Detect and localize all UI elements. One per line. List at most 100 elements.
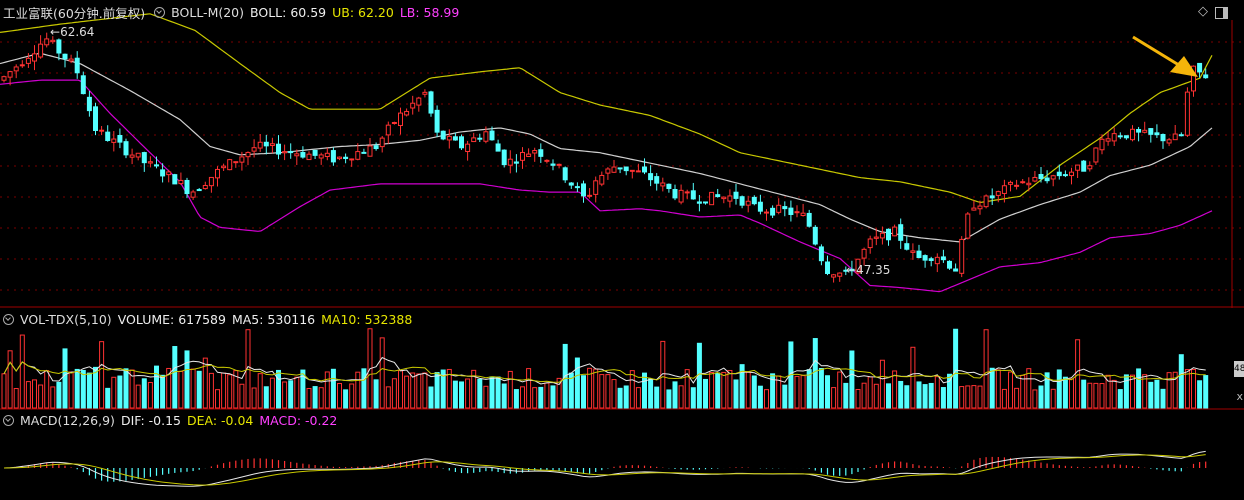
boll-ub-line — [0, 13, 1213, 204]
macd-dea-line — [3, 454, 1206, 486]
candle-body — [288, 151, 294, 154]
volume-bar — [330, 368, 336, 409]
candle-body — [983, 195, 989, 208]
volume-bar — [324, 371, 330, 409]
volume-bar — [800, 375, 806, 409]
candle-body — [318, 154, 324, 159]
candle-body — [831, 274, 837, 278]
volume-bar — [56, 381, 62, 409]
volume-bar — [32, 379, 37, 409]
volume-bar — [263, 386, 269, 409]
candle-body — [1105, 138, 1111, 142]
volume-title[interactable]: VOL-TDX(5,10) — [20, 311, 112, 327]
volume-bar — [1191, 368, 1196, 409]
price-chart[interactable] — [0, 0, 1244, 308]
macd-title[interactable]: MACD(12,26,9) — [20, 412, 115, 428]
candle-body — [44, 38, 50, 46]
volume-bar — [483, 385, 489, 409]
volume-bar — [715, 372, 721, 409]
boll-lb-line — [0, 79, 1213, 293]
volume-bar — [1093, 382, 1099, 409]
candle-body — [459, 136, 464, 149]
volume-bar — [1117, 389, 1123, 409]
candle-body — [1081, 160, 1087, 172]
macd-menu-icon[interactable] — [3, 414, 14, 426]
candle-body — [1136, 128, 1142, 133]
volume-bar — [154, 365, 159, 409]
candle-body — [806, 212, 812, 227]
volume-bar — [385, 386, 391, 409]
volume-bar — [245, 329, 251, 409]
volume-bar — [879, 359, 885, 409]
candle-body — [19, 64, 25, 67]
candle-body — [80, 75, 86, 95]
macd-panel[interactable]: MACD(12,26,9) DIF: -0.15 DEA: -0.04 MACD… — [0, 410, 1244, 500]
volume-bar — [1203, 375, 1209, 409]
candle-body — [135, 152, 141, 158]
boll-title[interactable]: BOLL-M(20) — [171, 4, 245, 20]
candle-body — [251, 147, 257, 152]
candle-body — [776, 204, 782, 213]
candle-body — [495, 143, 501, 152]
volume-close-icon[interactable]: x — [1236, 390, 1243, 403]
candle-body — [965, 213, 971, 239]
candle-body — [995, 191, 1001, 196]
candle-body — [452, 136, 458, 141]
volume-menu-icon[interactable] — [3, 313, 14, 325]
window-icon[interactable] — [1215, 7, 1228, 19]
indicator-menu-icon[interactable] — [154, 6, 166, 18]
volume-bar — [1105, 374, 1111, 409]
candle-body — [623, 166, 629, 172]
candle-body — [233, 161, 239, 164]
candle-body — [129, 154, 135, 158]
volume-bar — [1087, 382, 1093, 409]
candle-body — [1184, 91, 1190, 136]
volume-bar — [7, 350, 13, 409]
candle-body — [721, 196, 727, 200]
candle-body — [593, 180, 599, 195]
volume-chart[interactable] — [0, 308, 1244, 410]
candle-body — [68, 58, 74, 62]
volume-bar — [959, 386, 965, 409]
candle-body — [117, 134, 123, 143]
volume-bar — [721, 371, 727, 409]
candle-body — [111, 138, 117, 143]
candle-body — [550, 163, 556, 166]
candle-body — [184, 179, 190, 195]
volume-bar — [495, 376, 501, 409]
volume-panel[interactable]: VOL-TDX(5,10) VOLUME: 617589 MA5: 530116… — [0, 308, 1244, 410]
diamond-icon[interactable]: ◇ — [1198, 4, 1208, 19]
macd-dif: DIF: -0.15 — [120, 412, 181, 428]
candle-body — [556, 163, 562, 166]
volume-bar — [1123, 374, 1129, 409]
volume-ma5: MA5: 530116 — [231, 311, 316, 327]
volume-bar — [764, 389, 769, 409]
volume-bar — [947, 373, 952, 409]
volume-bar — [812, 338, 818, 409]
macd-dif-line — [3, 450, 1206, 487]
candle-body — [355, 151, 361, 160]
candle-body — [105, 131, 111, 141]
volume-bar — [690, 387, 696, 409]
volume-bar — [410, 372, 416, 409]
price-panel[interactable]: 工业富联 (60分钟.前复权) BOLL-M(20) BOLL: 60.59 U… — [0, 0, 1244, 308]
volume-bar — [221, 372, 227, 409]
candle-body — [940, 256, 946, 261]
candle-body — [587, 194, 593, 197]
volume-bar — [892, 370, 898, 409]
volume-bar — [709, 372, 715, 409]
candle-body — [648, 173, 654, 181]
candle-body — [410, 102, 416, 109]
volume-bar — [1069, 378, 1074, 409]
volume-bar — [1166, 372, 1172, 409]
candle-body — [709, 191, 715, 206]
candle-body — [861, 248, 867, 259]
volume-bar — [532, 387, 538, 409]
candle-body — [599, 174, 605, 185]
volume-bar — [1184, 369, 1190, 409]
boll-mid-line — [0, 52, 1213, 243]
volume-bar — [355, 371, 361, 409]
macd-chart[interactable] — [0, 410, 1244, 500]
candle-body — [300, 152, 306, 158]
volume-bar — [507, 370, 513, 409]
